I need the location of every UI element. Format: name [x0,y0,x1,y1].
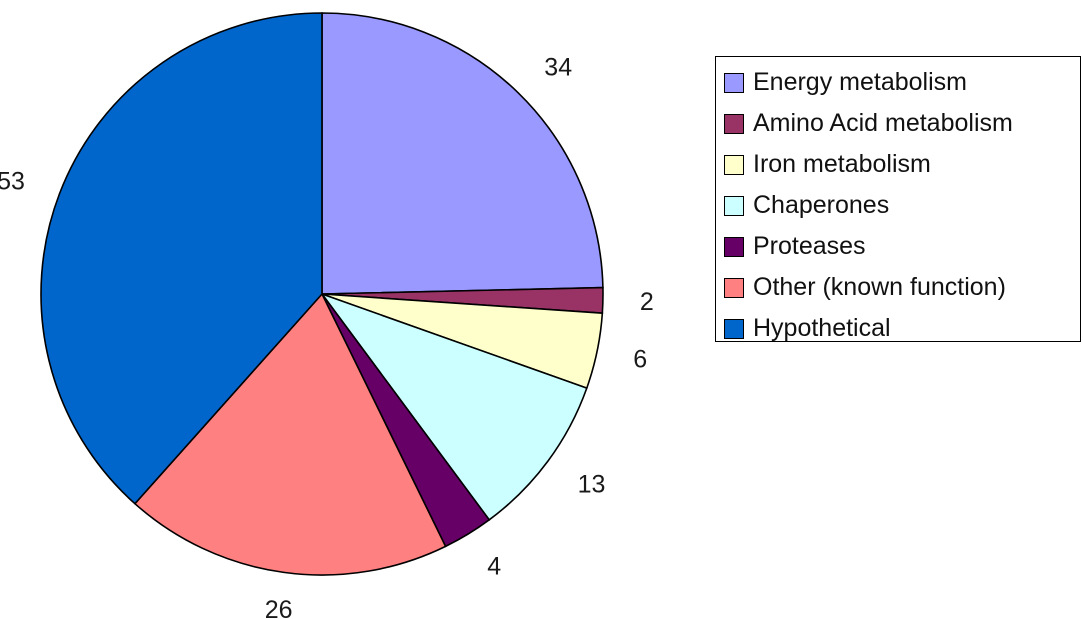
legend-swatch [724,236,744,257]
legend-label: Iron metabolism [753,150,931,178]
legend-label: Proteases [753,232,866,260]
data-label-iron-metabolism: 6 [633,346,647,374]
legend-item-iron-metabolism: Iron metabolism [716,144,1080,185]
legend-item-other-known-function: Other (known function) [716,267,1080,308]
legend-swatch [724,154,744,175]
legend-swatch [724,72,744,93]
data-label-amino-acid-metabolism: 2 [640,288,654,316]
legend: Energy metabolism Amino Acid metabolism … [715,56,1081,342]
data-label-chaperones: 13 [578,470,606,498]
legend-swatch [724,318,744,339]
data-label-energy-metabolism: 34 [544,54,572,82]
legend-item-chaperones: Chaperones [716,185,1080,226]
legend-swatch [724,113,744,134]
data-label-proteases: 4 [487,553,501,581]
legend-label: Chaperones [753,191,890,219]
data-label-other-known-function: 26 [265,596,293,619]
legend-item-hypothetical: Hypothetical [716,308,1080,349]
pie-slices [40,12,604,576]
legend-label: Hypothetical [753,314,891,342]
pie-slice-chaperones [319,292,588,521]
pie-slice-other-known-function [133,292,447,576]
pie-slice-energy-metabolism [321,12,604,295]
legend-item-proteases: Proteases [716,226,1080,267]
data-label-hypothetical: 53 [0,168,25,196]
legend-swatch [724,277,744,298]
pie-slice-hypothetical [40,12,323,505]
legend-item-amino-acid-metabolism: Amino Acid metabolism [716,103,1080,144]
legend-swatch [724,195,744,216]
legend-label: Other (known function) [753,273,1006,301]
legend-label: Amino Acid metabolism [753,109,1013,137]
legend-label: Energy metabolism [753,68,967,96]
legend-item-energy-metabolism: Energy metabolism [716,62,1080,103]
